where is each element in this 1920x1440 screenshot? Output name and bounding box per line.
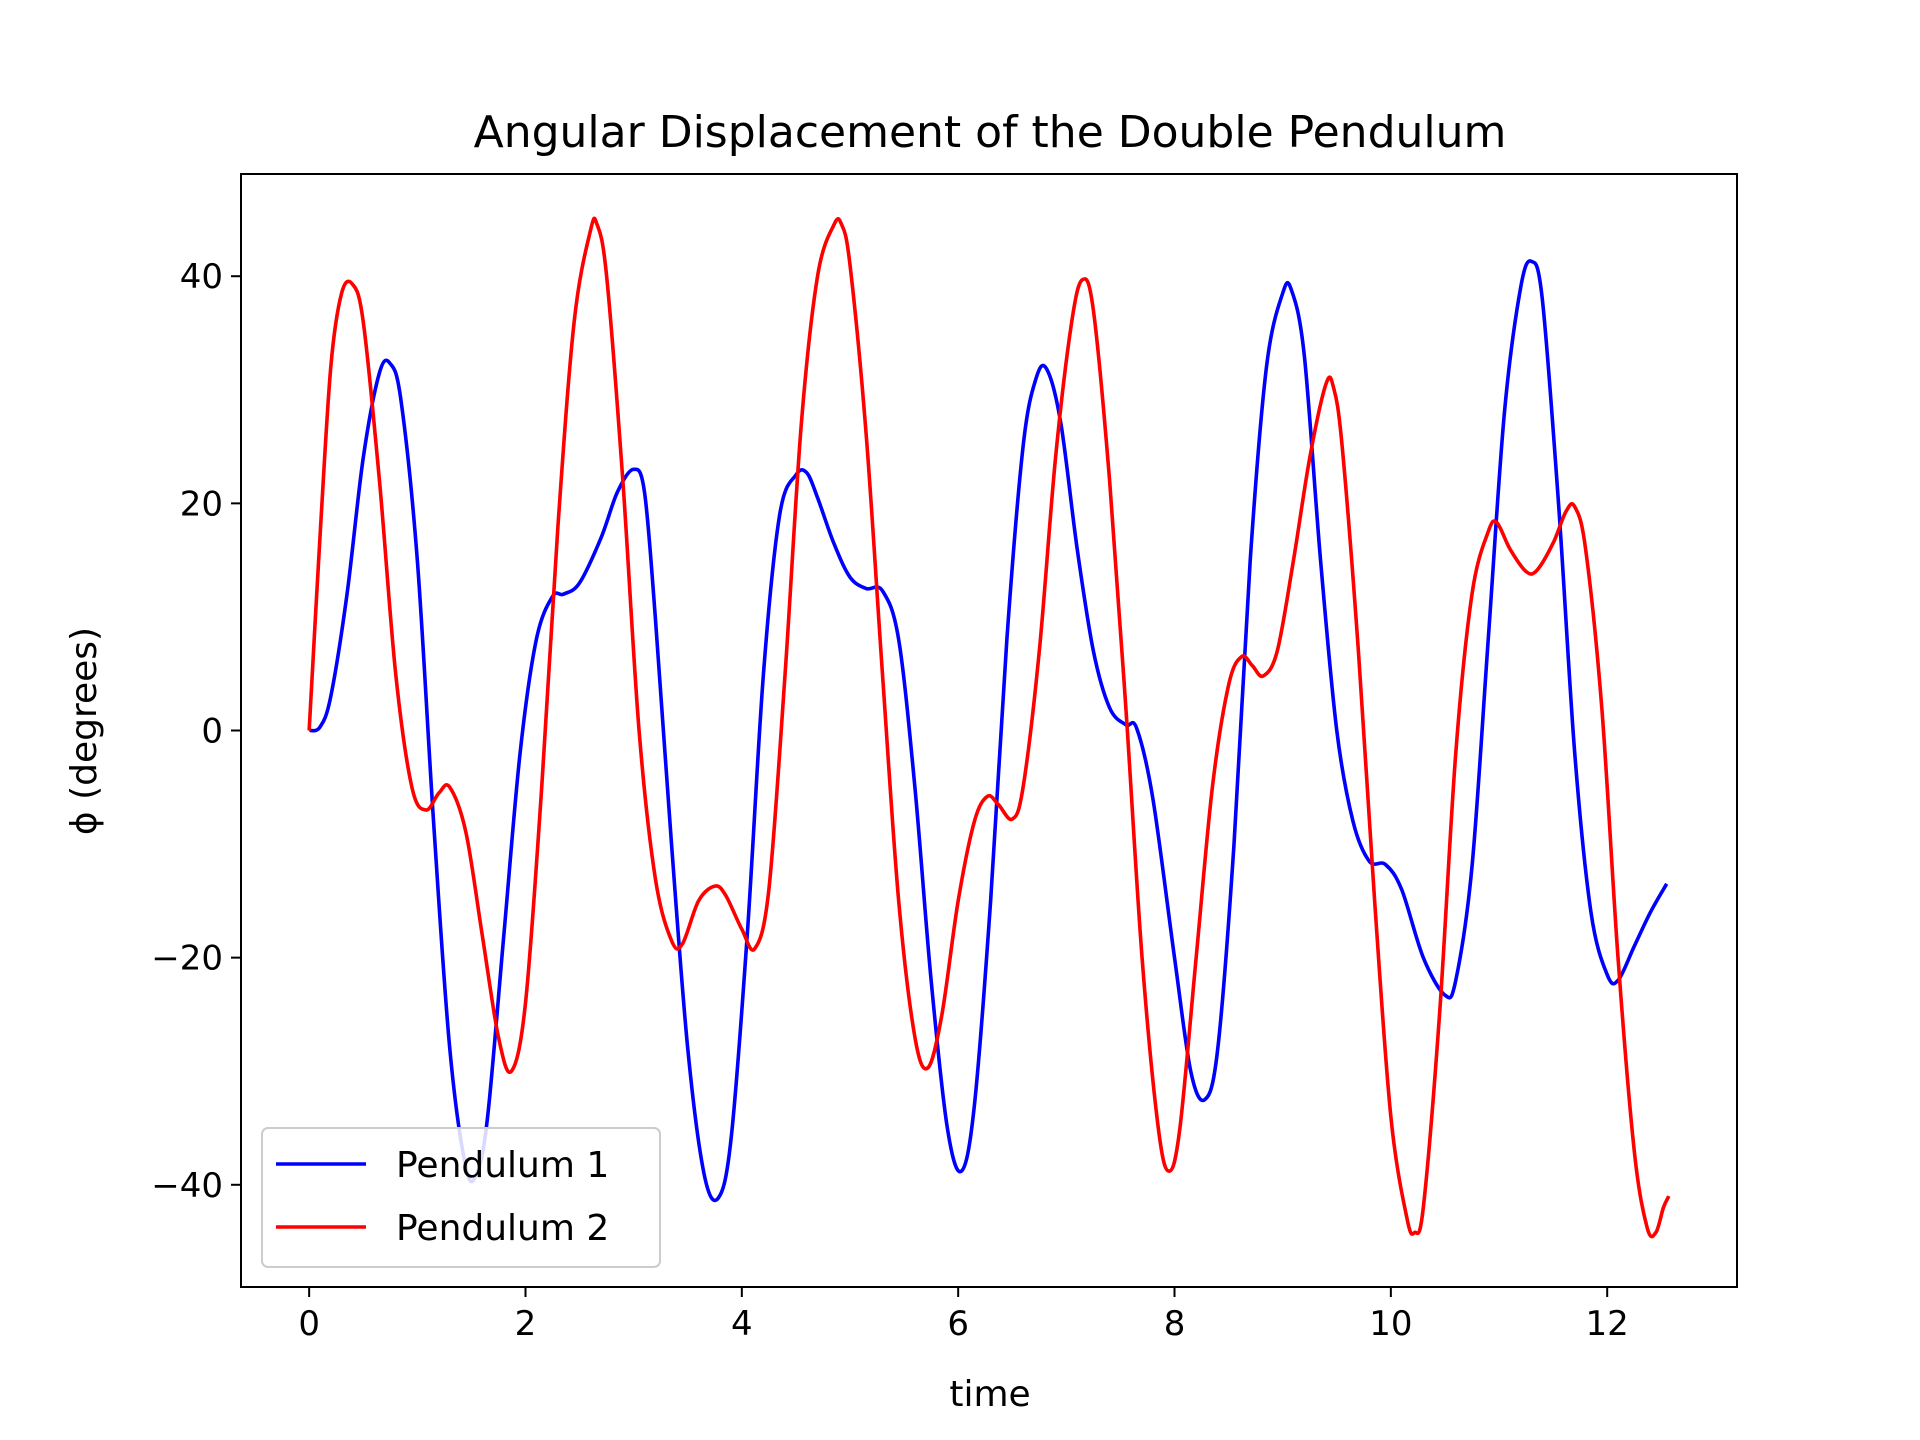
y-tick-label: 0	[201, 712, 223, 752]
legend: Pendulum 1 Pendulum 2	[261, 1127, 661, 1268]
x-tick-label: 12	[1586, 1304, 1629, 1344]
x-tick-label: 10	[1369, 1304, 1412, 1344]
y-tick-label: −20	[151, 939, 223, 979]
y-axis-label: ϕ (degrees)	[64, 627, 105, 835]
legend-label-pendulum-2: Pendulum 2	[396, 1208, 609, 1249]
series-layer	[307, 216, 1671, 1239]
y-axis-ticks: −40 −20 0 20 40	[151, 257, 241, 1206]
x-axis-ticks: 0 2 4 6 8 10 12	[298, 1287, 1629, 1344]
x-tick-label: 8	[1164, 1304, 1186, 1344]
x-tick-label: 0	[298, 1304, 320, 1344]
legend-label-pendulum-1: Pendulum 1	[396, 1145, 609, 1186]
x-tick-label: 2	[515, 1304, 537, 1344]
y-tick-label: 40	[180, 257, 223, 297]
y-tick-label: −40	[151, 1166, 223, 1206]
x-axis-label: time	[949, 1374, 1030, 1415]
series-line-pendulum-1	[308, 259, 1669, 1203]
x-tick-label: 4	[731, 1304, 753, 1344]
series-line-pendulum-2	[307, 216, 1671, 1239]
y-tick-label: 20	[180, 484, 223, 524]
x-tick-label: 6	[947, 1304, 969, 1344]
chart-title: Angular Displacement of the Double Pendu…	[474, 107, 1507, 158]
